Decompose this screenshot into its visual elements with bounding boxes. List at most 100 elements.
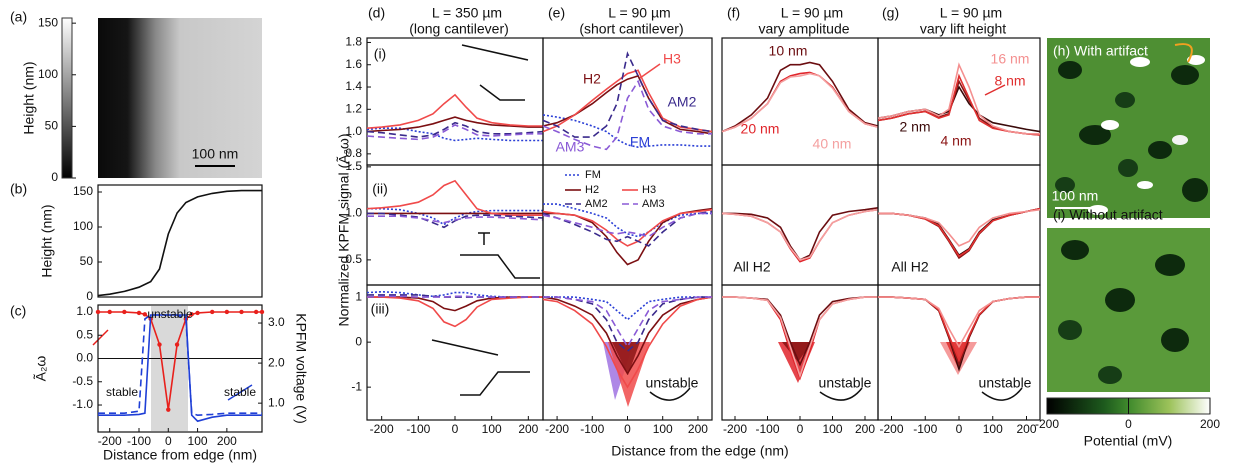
y-tick-label: 0.0 bbox=[76, 351, 93, 365]
panel-label: (d) bbox=[368, 5, 385, 21]
series-line bbox=[543, 296, 712, 353]
series-line bbox=[366, 124, 543, 141]
x-tick-label: 0 bbox=[624, 422, 631, 436]
annotation: All H2 bbox=[733, 259, 771, 275]
plot-frame bbox=[542, 164, 713, 286]
series-line bbox=[721, 208, 879, 261]
series-line bbox=[542, 79, 712, 151]
colorbar-tick-label: 200 bbox=[1200, 417, 1220, 431]
colorbar-tick-label: 100 bbox=[38, 67, 58, 81]
data-point bbox=[259, 309, 265, 315]
series-line bbox=[542, 296, 713, 376]
curve-label: 2 nm bbox=[899, 119, 930, 135]
data-point bbox=[166, 407, 171, 412]
data-point bbox=[142, 312, 148, 317]
panel-title: L = 350 µm bbox=[432, 5, 502, 21]
plot-frame bbox=[97, 304, 263, 433]
y-tick-label: -0.5 bbox=[72, 374, 93, 388]
curve-label: 16 nm bbox=[991, 51, 1030, 67]
x-tick-label: -100 bbox=[127, 434, 151, 448]
y-tick-label: 0 bbox=[355, 334, 362, 348]
series-line bbox=[542, 51, 713, 138]
legend-label: FM bbox=[585, 169, 601, 181]
x-tick-label: 200 bbox=[688, 422, 708, 436]
panel-label: (a) bbox=[10, 9, 27, 25]
y-tick-label: -1 bbox=[351, 379, 362, 393]
annotation: All H2 bbox=[891, 259, 929, 275]
series-line bbox=[542, 114, 712, 149]
plot-frame bbox=[366, 164, 544, 286]
curve-label: 40 nm bbox=[813, 136, 852, 152]
height-image bbox=[98, 18, 262, 178]
series-line bbox=[366, 127, 543, 142]
y2-tick-label: 3.0 bbox=[268, 315, 285, 329]
y-tick-label: 1.8 bbox=[345, 35, 362, 49]
series-line bbox=[97, 189, 262, 297]
scale-bar-label: 100 nm bbox=[192, 146, 239, 162]
x-tick-label: -100 bbox=[580, 422, 604, 436]
series-line bbox=[721, 72, 879, 133]
series-line bbox=[367, 212, 544, 229]
annotation: stable bbox=[224, 385, 256, 399]
y-tick-label: 0 bbox=[86, 289, 93, 303]
data-point bbox=[224, 309, 230, 315]
colorbar-tick-label: 50 bbox=[45, 119, 59, 133]
series-line bbox=[98, 314, 262, 417]
series-line bbox=[542, 69, 713, 133]
legend-label: AM3 bbox=[642, 198, 665, 210]
x-tick-label: -200 bbox=[370, 422, 394, 436]
y-tick-label: 150 bbox=[73, 184, 93, 198]
colorbar-tick-label: -200 bbox=[1035, 417, 1059, 431]
y-tick-label: 1 bbox=[355, 289, 362, 303]
data-point bbox=[157, 342, 162, 347]
y-axis-label: Height (nm) bbox=[39, 204, 55, 277]
series-line bbox=[878, 207, 1041, 260]
series-line bbox=[542, 208, 713, 247]
legend-label: AM2 bbox=[585, 198, 608, 210]
y-axis-label: Height (nm) bbox=[21, 61, 37, 134]
data-point bbox=[239, 309, 244, 315]
x-axis-label: Distance from edge (nm) bbox=[103, 447, 257, 463]
plot-frame bbox=[366, 284, 544, 421]
x-tick-label: 0 bbox=[956, 422, 963, 436]
x-tick-label: -200 bbox=[545, 422, 569, 436]
curve-label: 20 nm bbox=[741, 121, 780, 137]
x-tick-label: -200 bbox=[98, 434, 122, 448]
series-line bbox=[367, 296, 543, 312]
data-point bbox=[107, 309, 112, 315]
data-point bbox=[122, 309, 127, 315]
series-line bbox=[366, 295, 543, 298]
colorbar-tick-label: 0 bbox=[1125, 417, 1132, 431]
y-tick-label: 0.5 bbox=[76, 327, 93, 341]
panel-label: (c) bbox=[10, 303, 26, 319]
panel-title: (i) Without artifact bbox=[1053, 207, 1163, 223]
series-line bbox=[366, 121, 544, 138]
panel-label: (e) bbox=[548, 5, 565, 21]
series-line bbox=[877, 62, 1040, 135]
legend-label: H3 bbox=[642, 184, 656, 196]
series-line bbox=[366, 116, 543, 133]
annotation: unstable bbox=[646, 375, 699, 391]
y-tick-label: 1.0 bbox=[76, 304, 93, 318]
y-tick-label: 1.0 bbox=[345, 124, 362, 138]
series-line bbox=[878, 208, 1041, 247]
unstable-region bbox=[151, 306, 188, 431]
annotation: unstable bbox=[147, 307, 193, 321]
y2-tick-label: 1.0 bbox=[268, 395, 285, 409]
y-axis-label: Normalized KPFM signal (Ã₂ω) bbox=[336, 134, 352, 327]
series-line bbox=[543, 296, 712, 321]
annotation: unstable bbox=[979, 375, 1032, 391]
y-tick-label: 1.4 bbox=[345, 79, 362, 93]
y-tick-label: 0.8 bbox=[345, 146, 362, 160]
panel-subtitle: vary lift height bbox=[920, 21, 1006, 37]
y-tick-label: 1.5 bbox=[345, 159, 362, 173]
y2-axis-label: KPFM voltage (V) bbox=[293, 313, 309, 423]
annotation: stable bbox=[106, 385, 138, 399]
panel-title: L = 90 µm bbox=[608, 5, 670, 21]
series-line bbox=[721, 208, 879, 263]
x-tick-label: 0 bbox=[165, 434, 172, 448]
x-tick-label: 100 bbox=[482, 422, 502, 436]
y-axis-label: Ã₂ω bbox=[33, 356, 49, 382]
x-tick-label: -100 bbox=[755, 422, 779, 436]
